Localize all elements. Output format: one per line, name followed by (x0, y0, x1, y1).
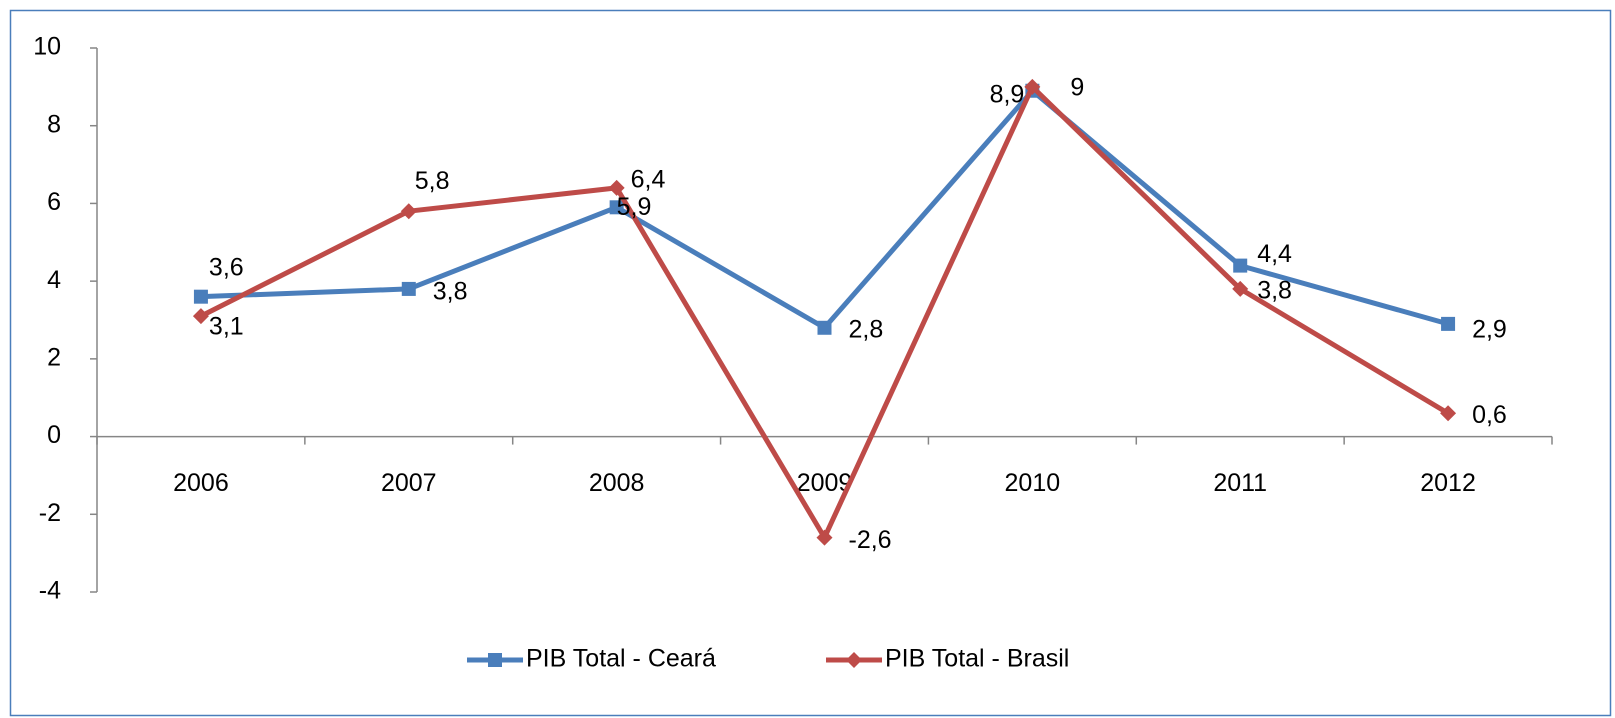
data-point (400, 203, 417, 220)
data-point (1233, 258, 1248, 273)
data-label: 3,6 (209, 253, 244, 281)
data-label: 8,9 (990, 80, 1025, 108)
y-tick-label: -2 (39, 499, 61, 527)
y-tick-label: 6 (47, 188, 61, 216)
data-point (1440, 405, 1457, 422)
data-label: 5,8 (415, 167, 450, 195)
data-label: 0,6 (1472, 401, 1507, 429)
data-label: 9 (1070, 73, 1084, 101)
data-label: 2,9 (1472, 315, 1507, 343)
y-tick-label: 10 (33, 33, 61, 61)
data-point (401, 281, 416, 296)
data-point (192, 308, 209, 325)
data-point (193, 289, 208, 304)
x-tick-label: 2006 (173, 469, 229, 497)
data-point (1232, 280, 1249, 297)
y-tick-label: 4 (47, 266, 61, 294)
data-label: 3,1 (209, 313, 244, 341)
y-tick-label: 2 (47, 343, 61, 371)
data-label: 3,8 (433, 278, 468, 306)
data-point (609, 200, 624, 215)
legend-label: PIB Total - Brasil (885, 645, 1069, 673)
data-point (1024, 78, 1041, 95)
y-tick-label: 8 (47, 110, 61, 138)
legend-marker (488, 653, 502, 667)
legend-marker (846, 652, 862, 668)
data-label: 4,4 (1257, 240, 1292, 268)
x-tick-label: 2008 (589, 469, 645, 497)
data-label: 2,8 (849, 315, 884, 343)
data-label: 5,9 (617, 193, 652, 221)
x-tick-label: 2012 (1420, 469, 1476, 497)
data-label: 6,4 (631, 165, 666, 193)
x-tick-label: 2010 (1005, 469, 1061, 497)
data-point (816, 529, 833, 546)
x-tick-label: 2007 (381, 469, 437, 497)
data-point (1441, 316, 1456, 331)
y-tick-label: -4 (39, 577, 61, 605)
data-point (817, 320, 832, 335)
chart-border (9, 9, 1612, 717)
x-tick-label: 2011 (1213, 469, 1267, 497)
data-label: -2,6 (849, 526, 892, 554)
y-tick-label: 0 (47, 421, 61, 449)
legend-label: PIB Total - Ceará (526, 645, 716, 673)
data-label: 3,8 (1257, 277, 1292, 305)
data-point (608, 179, 625, 196)
